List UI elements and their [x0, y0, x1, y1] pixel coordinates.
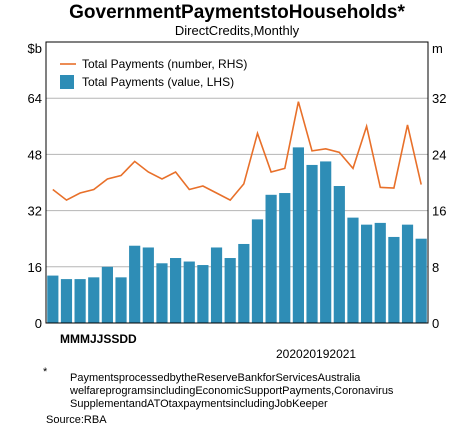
footnote: PaymentsprocessedbytheReserveBankforServ… [70, 372, 394, 410]
right-tick-label: 8 [432, 260, 439, 275]
bar [265, 194, 277, 323]
bar [333, 186, 345, 323]
bar [361, 224, 373, 323]
left-axis-unit: $b [28, 41, 42, 56]
bar [415, 238, 427, 323]
bar [74, 279, 86, 323]
bar [197, 265, 209, 323]
bar-series [47, 147, 427, 323]
x-year-labels: 202020192021 [276, 347, 356, 361]
left-tick-label: 0 [35, 316, 42, 331]
right-axis-unit: m [432, 41, 443, 56]
axis-ticks: 0 0 16 8 32 16 48 24 64 32 [28, 91, 447, 331]
bar [183, 261, 195, 323]
legend-label-number: Total Payments (number, RHS) [82, 57, 247, 71]
left-tick-label: 64 [28, 91, 42, 106]
source-note: Source:RBA [46, 414, 107, 426]
bar [60, 279, 73, 323]
bar [142, 247, 154, 323]
bar [101, 266, 113, 323]
bar [279, 193, 291, 323]
bar [224, 258, 236, 323]
right-tick-label: 24 [432, 147, 446, 162]
bar [115, 277, 127, 323]
right-tick-label: 32 [432, 91, 446, 106]
bar [292, 147, 304, 323]
legend-bar-swatch [60, 75, 74, 89]
legend-label-value: Total Payments (value, LHS) [82, 75, 234, 89]
bar [156, 263, 168, 323]
x-month-labels: MMMJJSSDD [60, 332, 137, 346]
chart-title: GovernmentPaymentstoHouseholds* [69, 2, 405, 23]
bar [251, 219, 264, 323]
line-series [52, 101, 422, 202]
legend: Total Payments (number, RHS) Total Paymen… [60, 57, 247, 89]
footnote-mark: * [43, 366, 48, 378]
bar [210, 247, 223, 323]
bar [320, 161, 332, 323]
right-tick-label: 0 [432, 316, 439, 331]
bar [170, 258, 182, 323]
bar [347, 217, 359, 323]
bar [401, 224, 414, 323]
chart-subtitle: DirectCredits,Monthly [174, 23, 300, 38]
bar [47, 275, 59, 323]
bar [88, 277, 100, 323]
bar [238, 243, 250, 323]
bar [388, 236, 400, 323]
plot-frame [45, 41, 429, 324]
left-tick-label: 48 [28, 147, 42, 162]
bar [374, 222, 386, 323]
bar [306, 164, 318, 323]
left-tick-label: 32 [28, 204, 42, 219]
right-tick-label: 16 [432, 204, 446, 219]
bar [129, 245, 141, 323]
left-tick-label: 16 [28, 260, 42, 275]
